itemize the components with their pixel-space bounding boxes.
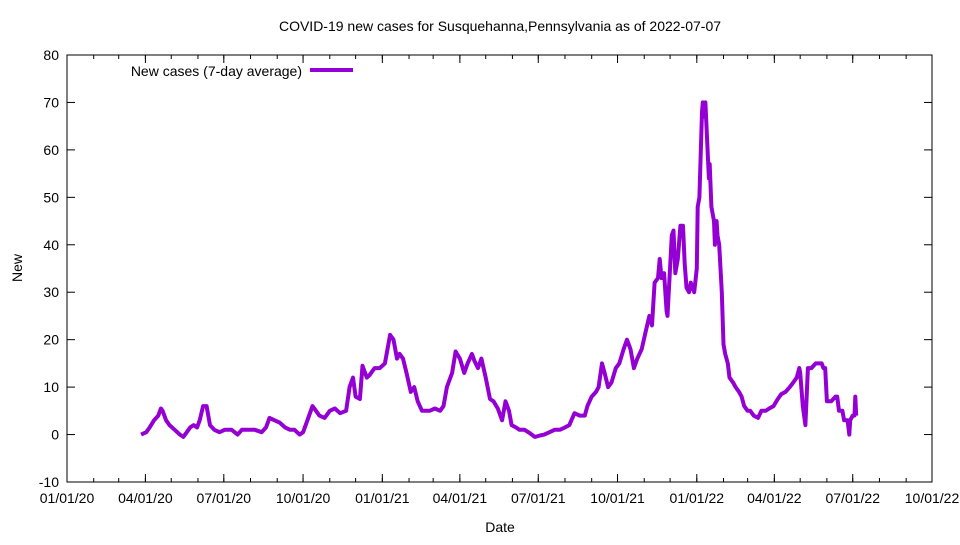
legend-label: New cases (7-day average) [131,63,302,79]
legend: New cases (7-day average) [131,63,353,79]
chart-title: COVID-19 new cases for Susquehanna,Penns… [279,18,721,34]
series-line-new-cases [140,100,859,439]
x-tick-label: 10/01/22 [905,490,960,506]
y-tick-label: 0 [51,427,59,443]
y-tick-label: 50 [43,189,59,205]
y-axis-label: New [9,253,25,282]
y-tick-label: 10 [43,379,59,395]
x-tick-label: 10/01/21 [590,490,645,506]
x-tick-label: 04/01/22 [747,490,802,506]
x-tick-label: 04/01/21 [433,490,488,506]
y-tick-label: 70 [43,94,59,110]
x-tick-label: 04/01/20 [118,490,173,506]
x-tick-label: 01/01/22 [670,490,725,506]
x-axis: 01/01/20 04/01/20 07/01/20 10/01/20 01/01/21… [40,55,960,506]
x-tick-label: 07/01/21 [511,490,566,506]
x-tick-label: 07/01/20 [197,490,252,506]
y-tick-label: 40 [43,237,59,253]
y-tick-label: 80 [43,47,59,63]
x-tick-label: 10/01/20 [276,490,331,506]
x-axis-label: Date [485,519,515,535]
y-tick-label: 30 [43,284,59,300]
y-tick-label: 60 [43,142,59,158]
plot-frame [66,54,933,483]
y-tick-label: 20 [43,332,59,348]
y-axis: -10 0 10 20 30 40 50 60 70 80 [39,47,932,490]
x-tick-label: 07/01/22 [825,490,880,506]
x-tick-label: 01/01/20 [40,490,95,506]
y-tick-label: -10 [39,474,59,490]
x-tick-label: 01/01/21 [355,490,410,506]
